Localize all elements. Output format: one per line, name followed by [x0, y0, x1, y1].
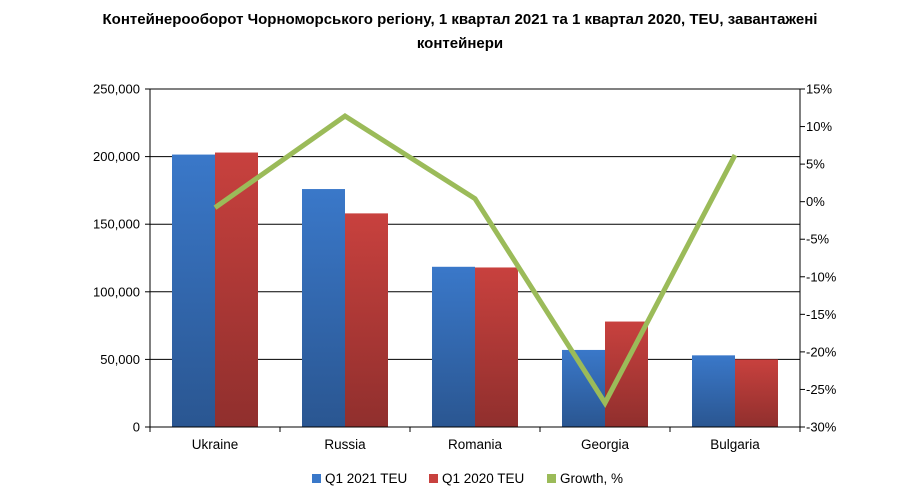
right-tick-label: -5%: [806, 232, 830, 247]
bars: [172, 152, 778, 427]
right-tick-label: 5%: [806, 157, 825, 172]
axes: 0 50,000 100,000 150,000 200,000 250,000 -30% -…: [93, 82, 837, 453]
chart-title: Контейнерооборот Чорноморського регіону,…: [102, 11, 818, 52]
left-tick-label: 50,000: [100, 352, 140, 367]
left-tick-label: 0: [133, 420, 140, 435]
right-tick-label: -20%: [806, 344, 837, 359]
growth-line-layer: [213, 113, 738, 408]
bar-romania-2021: [432, 266, 475, 427]
legend-label: Q1 2020 TEU: [442, 471, 524, 486]
x-tick-label: Bulgaria: [710, 437, 760, 452]
legend-label: Q1 2021 TEU: [325, 471, 407, 486]
left-tick-label: 200,000: [93, 149, 140, 164]
bar-ukraine-2020: [215, 152, 258, 427]
bar-ukraine-2021: [172, 154, 215, 427]
right-tick-label: -10%: [806, 269, 837, 284]
legend: Q1 2021 TEU Q1 2020 TEU Growth, %: [312, 471, 623, 486]
bar-russia-2020: [345, 213, 388, 427]
legend-swatch: [312, 474, 321, 483]
legend-label: Growth, %: [560, 471, 623, 486]
bar-russia-2021: [302, 189, 345, 427]
legend-swatch: [547, 474, 556, 483]
right-tick-label: 0%: [806, 194, 825, 209]
right-tick-label: -15%: [806, 307, 837, 322]
left-tick-label: 100,000: [93, 284, 140, 299]
bar-bulgaria-2020: [735, 359, 778, 427]
x-tick-label: Romania: [448, 437, 503, 452]
bar-romania-2020: [475, 267, 518, 427]
right-tick-label: -30%: [806, 420, 837, 435]
bar-bulgaria-2021: [692, 355, 735, 427]
left-tick-label: 250,000: [93, 82, 140, 97]
left-tick-label: 150,000: [93, 217, 140, 232]
x-tick-label: Ukraine: [192, 437, 239, 452]
x-tick-label: Russia: [324, 437, 366, 452]
legend-swatch: [429, 474, 438, 483]
right-tick-label: -25%: [806, 382, 837, 397]
right-tick-label: 10%: [806, 119, 832, 134]
x-tick-label: Georgia: [581, 437, 630, 452]
right-tick-label: 15%: [806, 82, 832, 97]
